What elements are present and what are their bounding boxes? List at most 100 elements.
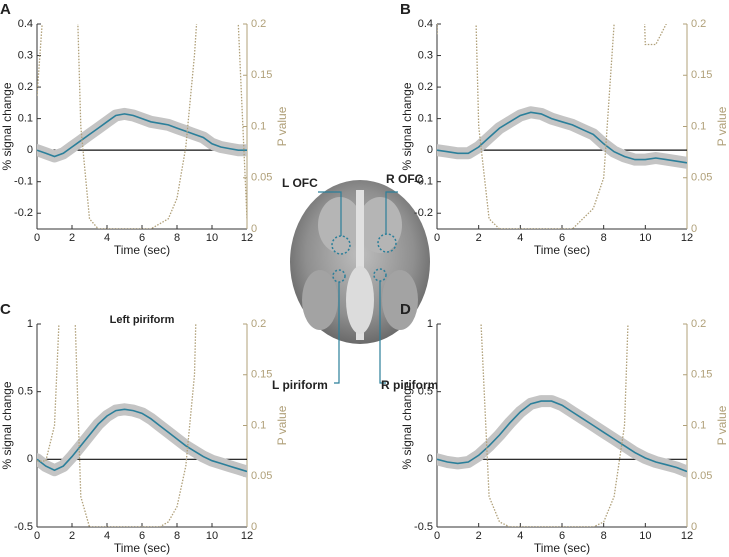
x-tick-label: 4 [104,530,110,542]
error-band [437,395,687,478]
x-axis-label: Time (sec) [534,541,590,555]
y-tick-label: -0.5 [14,521,33,533]
p-value-line [480,324,629,527]
y2-tick-label: 0.2 [691,318,706,330]
x-axis-label: Time (sec) [114,243,170,257]
x-tick-label: 8 [174,232,180,244]
y-tick-label: 1 [427,318,433,330]
p-value-line [37,324,197,527]
y2-tick-label: 0.1 [691,419,706,431]
panel-label: D [400,301,411,318]
x-tick-label: 6 [559,530,565,542]
x-tick-label: 12 [681,530,693,542]
y-axis-label: % signal change [0,82,14,170]
y-tick-label: 0.4 [418,18,433,30]
x-tick-label: 10 [639,530,651,542]
y-tick-label: -0.2 [14,207,33,219]
y-tick-label: 0.5 [418,386,433,398]
y2-tick-label: 0.1 [691,120,706,132]
y2-tick-label: 0.15 [691,369,712,381]
x-tick-label: 2 [476,530,482,542]
x-tick-label: 0 [34,530,40,542]
y-tick-label: 0.2 [18,81,33,93]
y2-tick-label: 0.1 [251,419,266,431]
x-axis-label: Time (sec) [534,243,590,257]
y2-tick-label: 0.2 [251,318,266,330]
y2-tick-label: 0 [691,223,697,235]
x-tick-label: 2 [69,232,75,244]
x-tick-label: 8 [174,530,180,542]
y2-tick-label: 0.2 [251,18,266,30]
y-tick-label: 0.2 [418,81,433,93]
mean-line [37,408,247,473]
y2-tick-label: 0.1 [251,120,266,132]
y-tick-label: 0.1 [18,113,33,125]
mean-line [437,111,687,164]
brain-label: L OFC [282,176,318,190]
x-tick-label: 12 [241,232,253,244]
y2-tick-label: 0.05 [691,172,712,184]
x-tick-label: 8 [601,530,607,542]
y-tick-label: 0.3 [418,49,433,61]
y2-axis-label: P value [275,405,289,445]
y-tick-label: -0.5 [414,521,433,533]
y2-tick-label: 0.15 [251,69,272,81]
y-tick-label: 0.3 [18,49,33,61]
y2-tick-label: 0.05 [691,470,712,482]
y2-tick-label: 0.05 [251,470,272,482]
y2-tick-label: 0 [251,521,257,533]
y-tick-label: 0.5 [18,386,33,398]
x-tick-label: 10 [206,232,218,244]
y-tick-label: 0 [27,144,33,156]
y-tick-label: -0.1 [14,176,33,188]
panel-label: C [0,301,11,318]
brain-label: R piriform [381,378,438,392]
y-tick-label: 0.1 [418,113,433,125]
brain-image [290,180,430,384]
x-tick-label: 4 [104,232,110,244]
y-axis-label: % signal change [400,82,414,170]
x-tick-label: 8 [601,232,607,244]
mean-line [437,400,687,473]
x-tick-label: 6 [139,232,145,244]
y-axis-label: % signal change [0,381,14,469]
x-axis-label: Time (sec) [114,541,170,555]
brain-label: L piriform [272,378,328,392]
error-band [437,106,687,169]
x-tick-label: 0 [434,232,440,244]
x-tick-label: 12 [241,530,253,542]
y-tick-label: -0.1 [414,176,433,188]
x-tick-label: 6 [139,530,145,542]
x-tick-label: 0 [34,232,40,244]
y-tick-label: 0 [427,144,433,156]
brain-label: R OFC [386,172,424,186]
panel-label: A [0,1,11,18]
p-value-line [437,24,667,229]
y2-axis-label: P value [715,106,729,146]
y-tick-label: 0.4 [18,18,33,30]
y2-tick-label: 0 [251,223,257,235]
mean-line [37,113,247,158]
y2-tick-label: 0.15 [691,69,712,81]
y2-axis-label: P value [715,405,729,445]
x-tick-label: 12 [681,232,693,244]
y-tick-label: 0 [27,453,33,465]
y2-tick-label: 0.15 [251,369,272,381]
x-tick-label: 2 [69,530,75,542]
chart-title: Left piriform [110,314,175,326]
y-tick-label: -0.2 [414,207,433,219]
x-tick-label: 4 [517,530,523,542]
panel-label: B [400,1,411,18]
x-tick-label: 10 [206,530,218,542]
y2-tick-label: 0.2 [691,18,706,30]
x-tick-label: 10 [639,232,651,244]
y-tick-label: 1 [27,318,33,330]
y-tick-label: 0 [427,453,433,465]
x-tick-label: 6 [559,232,565,244]
x-tick-label: 0 [434,530,440,542]
x-tick-label: 2 [476,232,482,244]
y2-tick-label: 0 [691,521,697,533]
y2-axis-label: P value [275,106,289,146]
y2-tick-label: 0.05 [251,172,272,184]
